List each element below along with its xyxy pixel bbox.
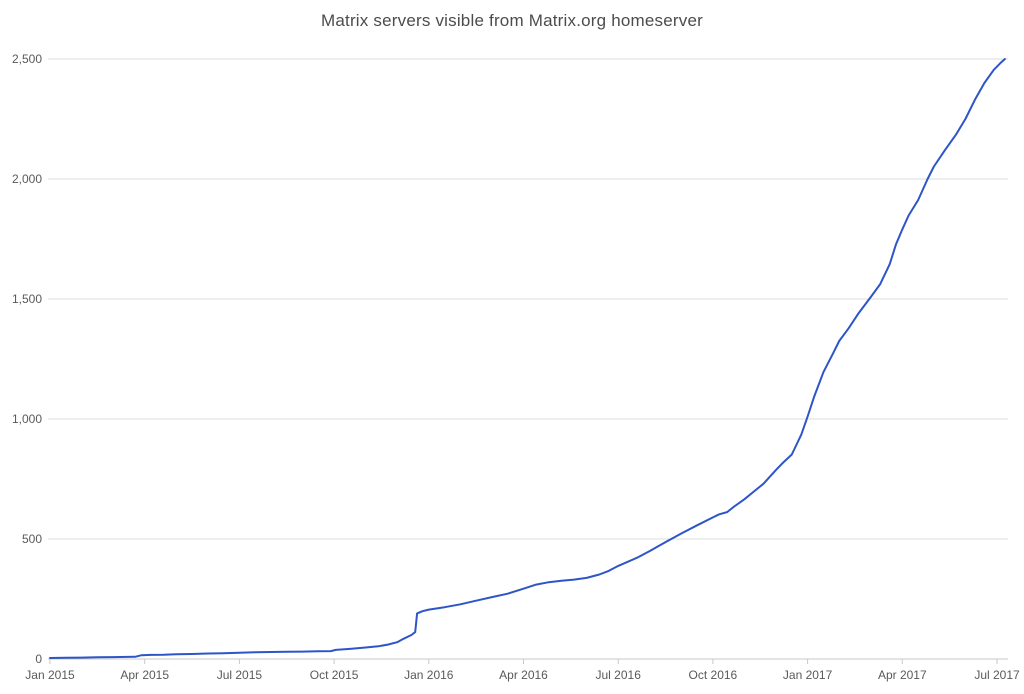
x-axis-tick-label: Jul 2016 bbox=[595, 668, 641, 682]
x-axis-tick-label: Jul 2015 bbox=[216, 668, 263, 682]
x-axis-tick-label: Apr 2016 bbox=[499, 668, 548, 682]
x-axis-tick-label: Oct 2016 bbox=[688, 668, 738, 682]
y-axis-tick-label: 0 bbox=[35, 652, 42, 666]
x-axis-tick-label: Jan 2017 bbox=[782, 668, 833, 682]
series-line bbox=[49, 58, 1006, 659]
x-axis-tick-label: Jul 2017 bbox=[974, 668, 1020, 682]
x-axis-tick-label: Jan 2015 bbox=[25, 668, 75, 682]
chart-title: Matrix servers visible from Matrix.org h… bbox=[321, 11, 703, 30]
y-axis-tick-label: 500 bbox=[21, 532, 42, 546]
x-axis-tick-label: Apr 2015 bbox=[120, 668, 170, 682]
x-axis-tick-label: Jan 2016 bbox=[404, 668, 454, 682]
y-axis-tick-label: 2,000 bbox=[11, 172, 42, 186]
x-axis-tick-label: Oct 2015 bbox=[309, 668, 359, 682]
x-axis-tick-label: Apr 2017 bbox=[877, 668, 927, 682]
y-axis-tick-label: 1,000 bbox=[11, 412, 42, 426]
y-axis-tick-label: 1,500 bbox=[11, 292, 42, 306]
y-axis-tick-label: 2,500 bbox=[11, 52, 42, 66]
